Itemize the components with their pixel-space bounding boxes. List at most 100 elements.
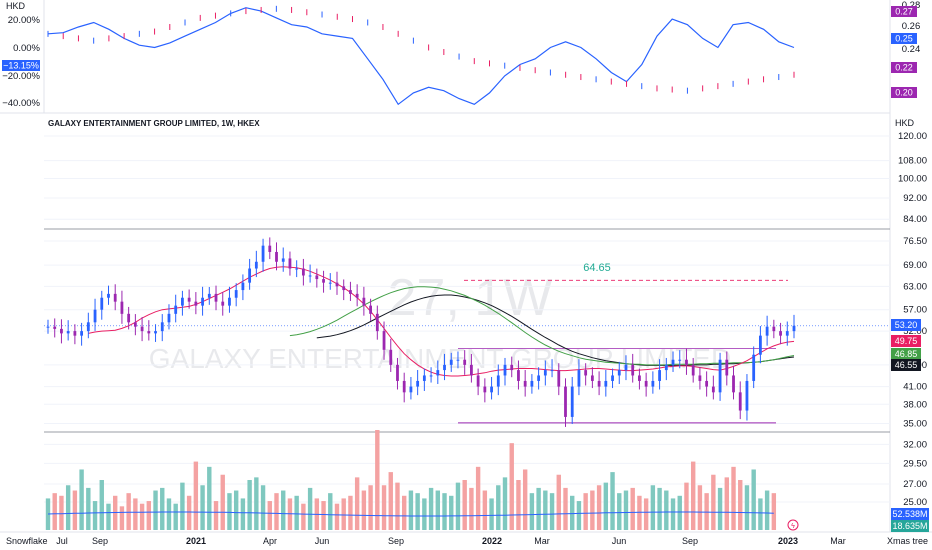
price-badge xyxy=(891,319,921,331)
price-badge xyxy=(891,335,921,347)
candle-body xyxy=(570,386,574,417)
comparison-panel[interactable]: 20.00% 0.00% −20.00% −40.00% −13.15% 0.28 0.26… xyxy=(2,0,920,109)
candle-body xyxy=(584,370,588,376)
volume-bar xyxy=(603,482,609,530)
price-tick-label: 57.00 xyxy=(903,305,927,316)
candle-body xyxy=(66,331,70,334)
symbol-title[interactable]: GALAXY ENTERTAINMENT GROUP LIMITED, 1W, … xyxy=(48,119,260,128)
price-badge xyxy=(891,348,921,360)
candle-body xyxy=(288,258,292,269)
candle-body xyxy=(537,375,541,381)
volume-bar xyxy=(334,503,340,530)
volume-bar xyxy=(516,480,521,530)
left-axis-tick: 20.00% xyxy=(8,15,41,26)
volume-bar xyxy=(307,487,313,530)
right-axis-badge xyxy=(891,6,917,17)
price-tick-label: 63.00 xyxy=(903,281,927,292)
price-badge-label: 46.55 xyxy=(895,360,918,370)
volume-bar xyxy=(637,495,642,530)
candle-body xyxy=(678,359,682,361)
volume-bar xyxy=(65,485,71,530)
volume-bar xyxy=(395,482,400,530)
candle-body xyxy=(738,392,742,411)
candle-body xyxy=(765,326,769,336)
right-axis-tick: 0.26 xyxy=(902,21,921,32)
volume-bar xyxy=(321,501,326,530)
volume-bar xyxy=(240,498,246,530)
moving-averages xyxy=(88,266,795,377)
volume-bar xyxy=(570,495,575,530)
time-axis[interactable]: Jul Sep 2021 Apr Jun Sep 2022 Mar Jun Sep 2023 Mar xyxy=(56,536,846,546)
volume-bar xyxy=(758,498,763,530)
volume-bar xyxy=(301,503,306,530)
candle-body xyxy=(207,293,211,298)
candle-body xyxy=(550,370,554,372)
candle-body xyxy=(758,335,762,355)
candle-body xyxy=(436,370,440,376)
time-tick-label: 2022 xyxy=(482,536,502,546)
volume-bar xyxy=(556,474,561,530)
volume-bar xyxy=(193,461,199,530)
volume-bar xyxy=(711,474,716,530)
volume-bar xyxy=(227,493,232,530)
candle-body xyxy=(577,370,581,387)
candle-body xyxy=(490,386,493,393)
candle-body xyxy=(470,364,473,376)
lightning-icon[interactable] xyxy=(787,519,799,531)
time-tick-label: Sep xyxy=(388,536,404,546)
price-badge-label: 53.20 xyxy=(895,320,918,330)
candle-body xyxy=(503,364,507,376)
horizontal-levels[interactable] xyxy=(44,228,890,433)
candle-body xyxy=(752,354,756,381)
candles[interactable] xyxy=(46,237,796,427)
candle-body xyxy=(624,364,628,371)
xmas-tree-label[interactable]: Xmas tree xyxy=(887,536,928,546)
volume-badge xyxy=(891,508,929,520)
candle-body xyxy=(53,326,57,329)
volume-bar xyxy=(254,477,259,530)
candle-body xyxy=(73,331,77,336)
candle-body xyxy=(46,326,50,328)
volume-bar xyxy=(99,480,104,530)
volume-bar xyxy=(650,485,656,530)
candle-body xyxy=(705,380,709,387)
candle-body xyxy=(658,370,661,381)
volume-badge-label: 52.538M xyxy=(892,509,927,519)
volume-bar xyxy=(72,490,78,530)
candle-body xyxy=(638,375,641,381)
snowflake-label[interactable]: Snowflake xyxy=(6,536,48,546)
time-tick-label: 2021 xyxy=(186,536,206,546)
candle-body xyxy=(691,364,695,376)
candle-body xyxy=(785,331,789,336)
ma-fast-line xyxy=(88,266,795,377)
volume-bar xyxy=(173,503,178,530)
volume-bar xyxy=(543,490,548,530)
lightning-icon-glyph: ϟ xyxy=(791,523,795,530)
candle-body xyxy=(779,331,782,336)
left-axis-tick: 0.00% xyxy=(13,43,40,54)
candle-body xyxy=(127,313,131,323)
volume-bar xyxy=(657,487,662,530)
volume-bar xyxy=(368,485,373,530)
volume-badge xyxy=(891,520,929,532)
volume-bar xyxy=(126,493,131,530)
volume-bar xyxy=(442,493,447,530)
volume-bar xyxy=(186,495,192,530)
candle-body xyxy=(396,364,399,381)
volume-bars xyxy=(45,430,777,530)
candle-body xyxy=(517,370,520,381)
price-tick-label: 41.00 xyxy=(903,382,927,393)
volume-bar xyxy=(160,487,165,530)
candle-body xyxy=(496,375,500,387)
candle-body xyxy=(107,293,110,298)
candle-body xyxy=(167,313,171,323)
price-tick-label: 32.00 xyxy=(903,439,927,450)
candle-body xyxy=(543,370,547,376)
right-axis-badge xyxy=(891,33,917,44)
price-tick-label: 29.50 xyxy=(903,458,927,469)
volume-bar xyxy=(590,490,595,530)
candle-body xyxy=(443,364,446,371)
volume-bar xyxy=(267,501,272,530)
